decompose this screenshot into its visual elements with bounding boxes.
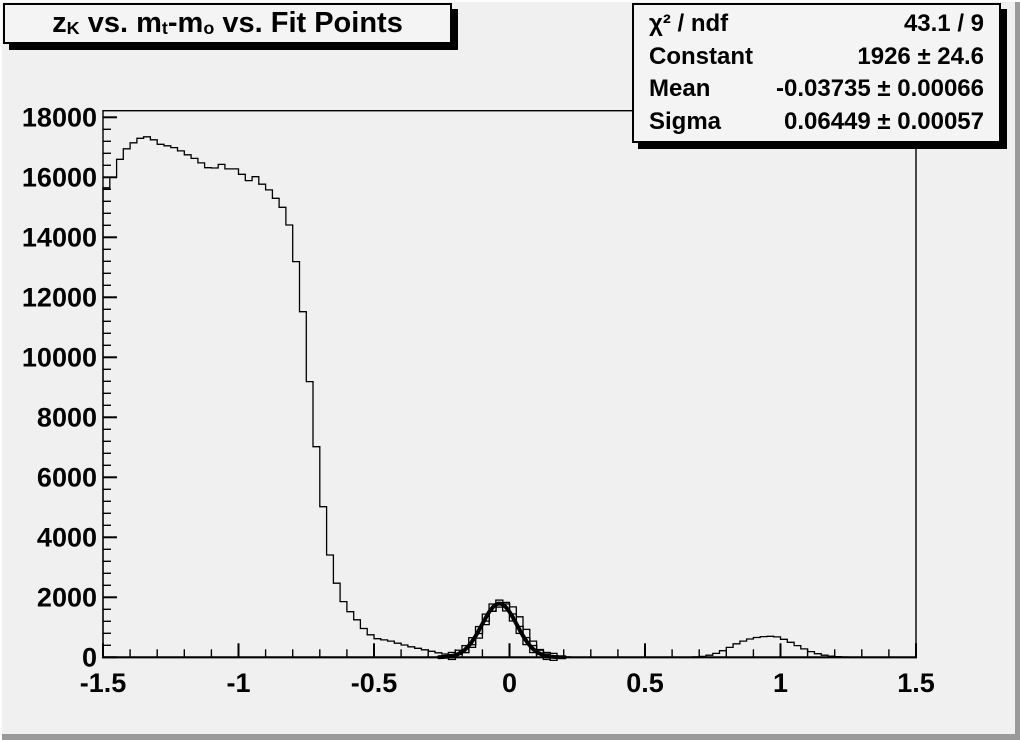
histogram-line bbox=[102, 136, 916, 658]
title-subscript: o bbox=[203, 18, 215, 39]
y-tick-label: 2000 bbox=[37, 582, 97, 612]
stat-value: 0.06449 ± 0.00057 bbox=[783, 107, 984, 135]
stat-label: Constant bbox=[649, 42, 753, 70]
stat-label: Sigma bbox=[649, 107, 722, 135]
title-text: vs. Fit Points bbox=[214, 7, 403, 39]
title-text: -m bbox=[167, 7, 204, 39]
x-tick-label: 0 bbox=[502, 668, 517, 698]
stat-value: 43.1 / 9 bbox=[903, 10, 984, 38]
title-subscript: K bbox=[66, 18, 80, 39]
stat-value: -0.03735 ± 0.00066 bbox=[775, 75, 984, 103]
x-tick-label: 0.5 bbox=[626, 668, 664, 698]
fit-point-marker bbox=[468, 637, 477, 646]
title-text: vs. m bbox=[79, 7, 162, 39]
gaussian-fit-curve bbox=[437, 601, 567, 660]
y-tick-label: 8000 bbox=[37, 402, 97, 432]
x-tick-label: 1.5 bbox=[897, 668, 935, 698]
x-tick-label: -0.5 bbox=[351, 668, 398, 698]
title-text: z bbox=[52, 7, 67, 39]
x-tick-label: -1 bbox=[226, 668, 250, 698]
fit-point-marker bbox=[454, 649, 463, 658]
stat-label: Mean bbox=[649, 75, 711, 103]
fit-point-marker bbox=[515, 625, 524, 635]
y-tick-label: 12000 bbox=[22, 282, 97, 312]
stat-row: Sigma 0.06449 ± 0.00057 bbox=[634, 107, 999, 135]
title-subscript: t bbox=[161, 18, 168, 39]
y-tick-label: 0 bbox=[82, 642, 97, 672]
fit-point-marker bbox=[508, 613, 518, 622]
y-tick-label: 18000 bbox=[22, 102, 97, 132]
stat-label: χ² / ndf bbox=[649, 10, 729, 38]
stat-row: Mean -0.03735 ± 0.00066 bbox=[634, 77, 999, 101]
fit-point-marker bbox=[522, 636, 531, 646]
x-tick-label: 1 bbox=[773, 668, 788, 698]
fit-point-marker bbox=[529, 644, 538, 654]
x-tick-label: -1.5 bbox=[80, 668, 127, 698]
fit-point-marker bbox=[549, 652, 558, 662]
stat-row: χ² / ndf 43.1 / 9 bbox=[634, 12, 999, 36]
y-tick-label: 6000 bbox=[37, 462, 97, 492]
y-tick-label: 14000 bbox=[22, 222, 97, 252]
stat-row: Constant 1926 ± 24.6 bbox=[634, 42, 999, 70]
fit-point-marker bbox=[461, 644, 470, 654]
fit-point-marker bbox=[501, 603, 511, 612]
y-tick-label: 10000 bbox=[22, 342, 97, 372]
y-tick-label: 16000 bbox=[22, 162, 97, 192]
y-tick-label: 4000 bbox=[37, 522, 97, 552]
fit-point-marker bbox=[474, 625, 484, 635]
plot-frame bbox=[102, 109, 917, 658]
fit-stats-box[interactable]: χ² / ndf 43.1 / 9 Constant 1926 ± 24.6 Mean -… bbox=[632, 3, 1001, 143]
stat-value: 1926 ± 24.6 bbox=[857, 42, 984, 70]
fit-point-marker bbox=[481, 613, 490, 622]
